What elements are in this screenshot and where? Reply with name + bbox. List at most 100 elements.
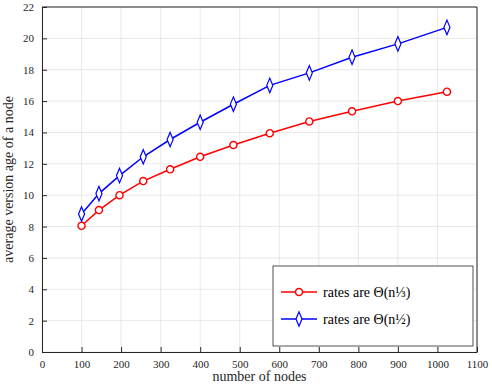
y-tick-label: 6 xyxy=(29,252,35,264)
y-axis-line xyxy=(42,8,43,353)
x-tick-label: 300 xyxy=(153,358,170,370)
series-marker xyxy=(266,130,273,137)
y-tick-label: 12 xyxy=(23,158,34,170)
x-tick: 700 xyxy=(311,347,328,370)
x-tick-label: 700 xyxy=(311,358,328,370)
series-marker xyxy=(140,150,146,164)
y-tick-label: 14 xyxy=(23,126,35,138)
x-tick-mark xyxy=(121,347,122,352)
y-tick-label: 0 xyxy=(29,346,35,358)
series-marker xyxy=(395,37,401,51)
y-tick: 0 xyxy=(29,346,48,358)
x-tick-label: 1100 xyxy=(467,358,489,370)
series-marker xyxy=(349,50,355,64)
x-tick-mark xyxy=(161,347,162,352)
x-tick-label: 500 xyxy=(232,358,249,370)
y-tick: 16 xyxy=(23,95,47,107)
frame-top xyxy=(42,7,477,8)
x-tick: 400 xyxy=(192,347,209,370)
y-tick: 2 xyxy=(29,315,48,327)
x-tick-mark xyxy=(437,347,438,352)
x-tick-label: 1000 xyxy=(427,358,450,370)
x-tick-label: 400 xyxy=(192,358,209,370)
y-grid-line xyxy=(42,101,477,102)
y-tick-mark xyxy=(42,7,47,8)
x-tick-mark xyxy=(279,347,280,352)
y-grid-line xyxy=(42,132,477,133)
legend-marker xyxy=(296,312,302,326)
plot-background xyxy=(42,7,477,352)
plot-area: 0100200300400500600700800900100011000246… xyxy=(23,1,489,370)
y-tick-label: 16 xyxy=(23,95,35,107)
y-tick-label: 18 xyxy=(23,64,35,76)
series-marker xyxy=(230,97,236,111)
y-tick-label: 10 xyxy=(23,189,35,201)
y-tick-label: 4 xyxy=(29,283,35,295)
x-tick: 300 xyxy=(153,347,170,370)
grid xyxy=(42,7,477,352)
x-tick-mark xyxy=(477,347,478,352)
series-marker xyxy=(197,153,204,160)
y-tick: 20 xyxy=(23,32,47,44)
y-grid-line xyxy=(42,226,477,227)
y-tick: 22 xyxy=(23,1,47,13)
x-tick-mark xyxy=(319,347,320,352)
series-marker xyxy=(78,222,85,229)
y-tick: 14 xyxy=(23,126,47,138)
y-axis-label: average version age of a node xyxy=(1,96,16,263)
y-tick-label: 20 xyxy=(23,32,35,44)
y-grid-line xyxy=(42,69,477,70)
y-tick: 8 xyxy=(29,221,48,233)
series-line xyxy=(82,27,447,214)
y-tick: 12 xyxy=(23,158,47,170)
series-marker xyxy=(306,118,313,125)
series-marker xyxy=(96,186,102,200)
legend: rates are Θ(n⅓)rates are Θ(n½) xyxy=(273,266,473,346)
x-tick: 900 xyxy=(390,347,407,370)
y-tick-label: 22 xyxy=(23,1,34,13)
x-tick-mark xyxy=(240,347,241,352)
x-tick-label: 200 xyxy=(113,358,130,370)
y-tick-label: 8 xyxy=(29,221,35,233)
y-tick: 18 xyxy=(23,64,47,76)
x-tick-mark xyxy=(398,347,399,352)
series-marker xyxy=(95,207,102,214)
x-axis: 010020030040050060070080090010001100 xyxy=(40,347,489,370)
legend-box xyxy=(273,266,473,346)
x-grid-line xyxy=(81,7,82,352)
series-layer xyxy=(78,20,451,229)
y-tick-mark xyxy=(42,164,47,165)
x-tick: 100 xyxy=(74,347,91,370)
y-tick-mark xyxy=(42,289,47,290)
x-tick: 200 xyxy=(113,347,130,370)
series-marker xyxy=(306,66,312,80)
x-tick: 600 xyxy=(272,347,289,370)
x-tick-label: 600 xyxy=(272,358,289,370)
y-tick-mark xyxy=(42,258,47,259)
series-marker xyxy=(394,98,401,105)
series-line xyxy=(82,92,447,226)
chart: 0100200300400500600700800900100011000246… xyxy=(0,0,492,386)
x-tick-label: 100 xyxy=(74,358,91,370)
x-grid-line xyxy=(239,7,240,352)
y-grid-line xyxy=(42,7,477,8)
series-marker xyxy=(167,166,174,173)
y-tick: 4 xyxy=(29,283,48,295)
y-grid-line xyxy=(42,257,477,258)
y-axis: 0 2 4 6 8 10 12 14 16 18 20 22 xyxy=(23,1,47,358)
y-tick-mark xyxy=(42,132,47,133)
legend-label: rates are Θ(n½) xyxy=(323,312,411,328)
series-marker xyxy=(140,178,147,185)
y-tick-mark xyxy=(42,321,47,322)
x-tick-label: 900 xyxy=(390,358,407,370)
series-marker xyxy=(167,132,173,146)
frame-right xyxy=(477,7,478,352)
x-tick: 1000 xyxy=(427,347,450,370)
y-grid-line xyxy=(42,195,477,196)
series-marker xyxy=(444,20,450,34)
y-tick-mark xyxy=(42,352,47,353)
x-axis-label: number of nodes xyxy=(212,369,306,384)
x-tick-label: 0 xyxy=(40,358,46,370)
series-marker xyxy=(267,78,273,92)
x-grid-line xyxy=(160,7,161,352)
